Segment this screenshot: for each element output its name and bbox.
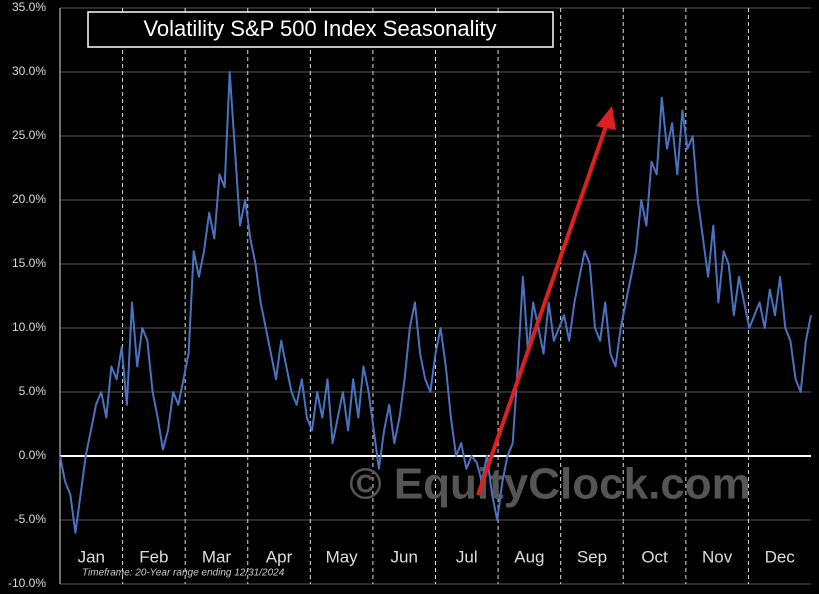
plot (59, 71, 812, 534)
x-tick-label: Apr (266, 547, 293, 566)
x-tick-label: Sep (577, 547, 607, 566)
x-tick-label: Mar (202, 547, 232, 566)
y-tick-label: 20.0% (12, 192, 46, 206)
x-tick-label: May (326, 547, 359, 566)
chart-title: Volatility S&P 500 Index Seasonality (143, 16, 496, 41)
x-tick-label: Dec (765, 547, 796, 566)
arrow-shaft (476, 125, 608, 496)
series-line (59, 71, 812, 534)
x-tick-label: Oct (641, 547, 668, 566)
x-tick-label: Nov (702, 547, 733, 566)
y-tick-label: 0.0% (19, 448, 47, 462)
y-tick-label: -10.0% (8, 576, 46, 590)
y-tick-label: 15.0% (12, 256, 46, 270)
footnote: Timeframe: 20-Year range ending 12/31/20… (82, 568, 285, 579)
arrow-head (596, 106, 616, 130)
y-tick-label: -5.0% (15, 512, 47, 526)
x-tick-label: Aug (514, 547, 544, 566)
x-tick-label: Jul (456, 547, 478, 566)
x-tick-label: Jun (390, 547, 417, 566)
title-box (87, 11, 554, 48)
y-tick-label: 25.0% (12, 128, 46, 142)
x-tick-label: Jan (78, 547, 105, 566)
grid: -10.0% -5.0% 0.0% 5.0% 10.0% 15.0% 20.0% 25.0% 3… (8, 0, 811, 590)
y-tick-label: 5.0% (19, 384, 47, 398)
y-tick-label: 30.0% (12, 64, 46, 78)
watermark: © EquityClock.com (349, 460, 751, 509)
x-tick-label: Feb (139, 547, 168, 566)
y-tick-label: 35.0% (12, 0, 46, 14)
y-tick-label: 10.0% (12, 320, 46, 334)
